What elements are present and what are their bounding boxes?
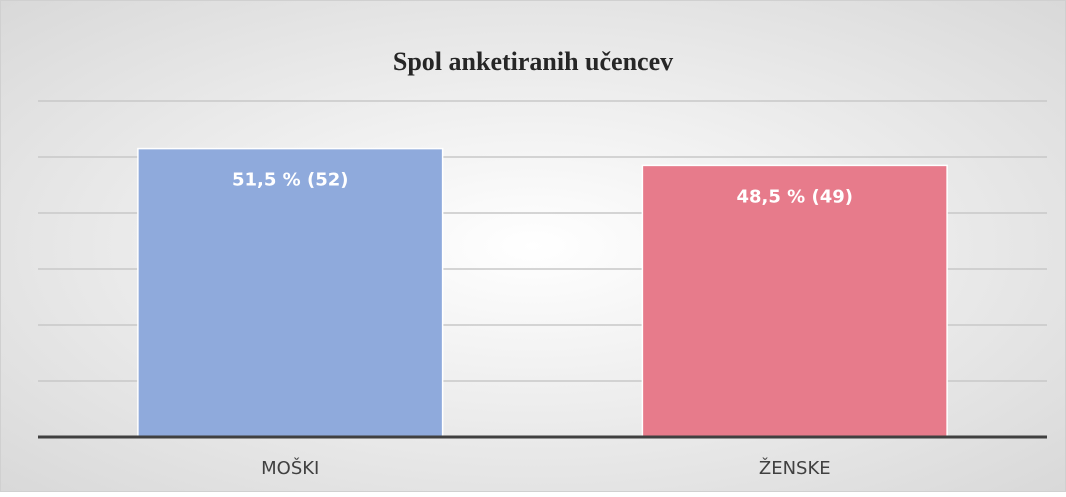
x-tick-label: MOŠKI [261,457,319,479]
x-tick-label: ŽENSKE [759,457,831,479]
chart-title: Spol anketiranih učencev [393,47,673,76]
data-label: 48,5 % (49) [737,186,853,207]
bar [641,164,948,438]
data-label: 51,5 % (52) [232,170,348,191]
bar [137,147,444,438]
